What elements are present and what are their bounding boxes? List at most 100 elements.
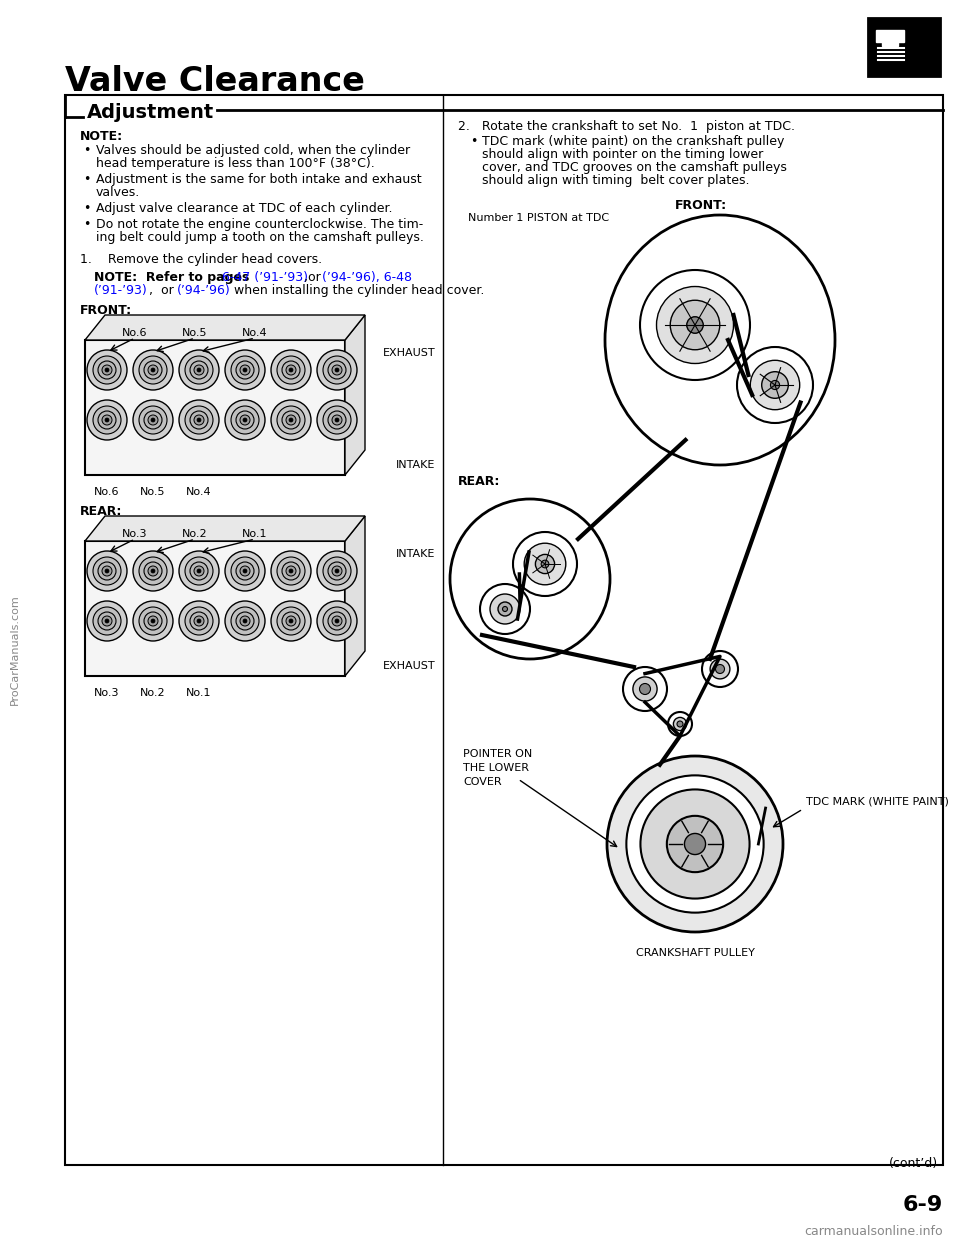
Circle shape xyxy=(271,350,311,390)
Circle shape xyxy=(236,561,254,580)
Text: (’94-’96): (’94-’96) xyxy=(177,284,230,297)
Circle shape xyxy=(185,406,213,433)
Circle shape xyxy=(243,569,247,573)
Text: (cont’d): (cont’d) xyxy=(889,1158,938,1170)
Circle shape xyxy=(607,756,783,932)
Text: No.2: No.2 xyxy=(140,688,166,698)
Circle shape xyxy=(282,361,300,379)
Circle shape xyxy=(98,361,116,379)
Circle shape xyxy=(105,569,109,573)
Circle shape xyxy=(144,411,162,428)
Circle shape xyxy=(197,419,201,422)
Circle shape xyxy=(151,419,155,422)
Circle shape xyxy=(328,361,346,379)
Circle shape xyxy=(670,301,720,350)
Circle shape xyxy=(715,664,725,673)
Circle shape xyxy=(240,616,250,626)
Circle shape xyxy=(317,551,357,591)
Text: should align with timing  belt cover plates.: should align with timing belt cover plat… xyxy=(482,174,750,188)
Circle shape xyxy=(323,607,351,635)
Bar xyxy=(65,94,943,1165)
Circle shape xyxy=(148,415,158,425)
Circle shape xyxy=(277,556,305,585)
Circle shape xyxy=(190,411,208,428)
Polygon shape xyxy=(345,515,365,676)
Text: Adjustment: Adjustment xyxy=(87,103,214,122)
Text: 2.   Rotate the crankshaft to set No.  1  piston at TDC.: 2. Rotate the crankshaft to set No. 1 pi… xyxy=(458,120,795,133)
Circle shape xyxy=(194,365,204,375)
Circle shape xyxy=(677,722,683,727)
Text: No.4: No.4 xyxy=(186,487,212,497)
Circle shape xyxy=(282,612,300,630)
Circle shape xyxy=(133,350,173,390)
Circle shape xyxy=(102,616,112,626)
Circle shape xyxy=(761,371,788,399)
Circle shape xyxy=(668,712,692,737)
Bar xyxy=(85,542,345,676)
Text: •: • xyxy=(83,219,90,231)
Circle shape xyxy=(277,607,305,635)
Circle shape xyxy=(271,400,311,440)
Circle shape xyxy=(225,601,265,641)
Circle shape xyxy=(328,411,346,428)
Circle shape xyxy=(144,361,162,379)
Text: EXHAUST: EXHAUST xyxy=(382,348,435,358)
Circle shape xyxy=(323,406,351,433)
Text: FRONT:: FRONT: xyxy=(80,304,132,317)
FancyBboxPatch shape xyxy=(874,24,934,70)
Circle shape xyxy=(623,667,667,710)
Circle shape xyxy=(639,683,651,694)
Circle shape xyxy=(236,361,254,379)
Circle shape xyxy=(240,415,250,425)
Circle shape xyxy=(323,356,351,384)
Circle shape xyxy=(133,551,173,591)
Text: FRONT:: FRONT: xyxy=(675,199,727,212)
Circle shape xyxy=(771,380,780,390)
Circle shape xyxy=(289,619,293,623)
Circle shape xyxy=(87,350,127,390)
Circle shape xyxy=(179,551,219,591)
Circle shape xyxy=(328,561,346,580)
Circle shape xyxy=(197,619,201,623)
Ellipse shape xyxy=(605,215,835,465)
Circle shape xyxy=(332,415,342,425)
Bar xyxy=(882,42,898,46)
Circle shape xyxy=(335,419,339,422)
Circle shape xyxy=(289,368,293,373)
Text: ,  or: , or xyxy=(149,284,178,297)
Circle shape xyxy=(98,612,116,630)
Circle shape xyxy=(105,368,109,373)
Circle shape xyxy=(243,419,247,422)
Circle shape xyxy=(289,569,293,573)
Text: when installing the cylinder head cover.: when installing the cylinder head cover. xyxy=(230,284,485,297)
Text: POINTER ON
THE LOWER
COVER: POINTER ON THE LOWER COVER xyxy=(463,749,532,787)
Text: REAR:: REAR: xyxy=(458,474,500,488)
Circle shape xyxy=(490,594,520,623)
Circle shape xyxy=(277,406,305,433)
Circle shape xyxy=(702,651,738,687)
Circle shape xyxy=(190,361,208,379)
Text: carmanualsonline.info: carmanualsonline.info xyxy=(804,1225,943,1238)
Circle shape xyxy=(737,347,813,424)
Circle shape xyxy=(243,368,247,373)
Circle shape xyxy=(667,816,723,872)
Text: TDC MARK (WHITE PAINT): TDC MARK (WHITE PAINT) xyxy=(806,796,948,806)
Circle shape xyxy=(541,560,549,568)
Circle shape xyxy=(231,356,259,384)
Circle shape xyxy=(102,566,112,576)
Text: should align with pointer on the timing lower: should align with pointer on the timing … xyxy=(482,148,763,161)
Circle shape xyxy=(144,612,162,630)
Text: ing belt could jump a tooth on the camshaft pulleys.: ing belt could jump a tooth on the camsh… xyxy=(96,231,424,243)
Circle shape xyxy=(190,561,208,580)
Polygon shape xyxy=(85,515,365,542)
Circle shape xyxy=(144,561,162,580)
Text: 1.    Remove the cylinder head covers.: 1. Remove the cylinder head covers. xyxy=(80,253,323,266)
Text: Adjust valve clearance at TDC of each cylinder.: Adjust valve clearance at TDC of each cy… xyxy=(96,202,393,215)
Circle shape xyxy=(286,566,296,576)
Text: TDC mark (white paint) on the crankshaft pulley: TDC mark (white paint) on the crankshaft… xyxy=(482,135,784,148)
Circle shape xyxy=(148,616,158,626)
Text: INTAKE: INTAKE xyxy=(396,549,435,559)
Circle shape xyxy=(185,556,213,585)
Text: cover, and TDC grooves on the camshaft pulleys: cover, and TDC grooves on the camshaft p… xyxy=(482,161,787,174)
Circle shape xyxy=(240,566,250,576)
